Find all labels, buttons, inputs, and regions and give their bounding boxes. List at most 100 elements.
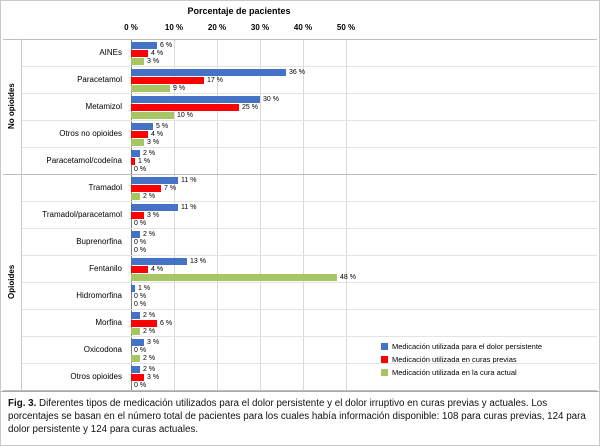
bar-value-label: 30 % [263,96,279,103]
bar-value-label: 0 % [134,293,147,300]
category-label: Paracetamol [77,74,122,84]
bar [131,258,187,265]
legend-swatch [381,356,388,363]
bar-value-label: 0 % [134,382,147,389]
bar [131,77,204,84]
legend-label: Medicación utilizada en la cura actual [392,368,517,377]
bar [131,328,140,335]
bar-value-label: 4 % [151,50,164,57]
bar [131,177,178,184]
row-separator [21,309,597,310]
row-separator [21,147,597,148]
bar [131,158,135,165]
bar-value-label: 11 % [181,177,197,184]
bar [131,131,148,138]
category-label: Tramadol/paracetamol [42,209,122,219]
category-label: Tramadol [88,182,123,192]
bar [131,212,144,219]
bar [131,185,161,192]
bar-value-label: 0 % [134,247,147,254]
chart-title: Porcentaje de pacientes [187,6,291,16]
category-label: Buprenorfina [76,236,122,246]
bar [131,285,135,292]
bar [131,231,140,238]
row-separator [3,174,597,175]
bar-value-label: 7 % [164,185,177,192]
bar [131,42,157,49]
bar-value-label: 4 % [151,131,164,138]
bar-value-label: 2 % [143,312,156,319]
bar-value-label: 10 % [177,112,193,119]
x-axis-tick-labels: 0 % 10 % 20 % 30 % 40 % 50 % [1,23,599,35]
bar [131,366,140,373]
x-tick-label: 50 % [336,23,356,32]
group-label: No opioides [7,83,16,130]
bar [131,204,178,211]
bar-value-label: 3 % [147,58,160,65]
caption-text: Diferentes tipos de medicación utilizado… [8,398,586,436]
bar [131,312,140,319]
bar-value-label: 2 % [143,328,156,335]
row-separator [21,282,597,283]
bar [131,355,140,362]
bar-value-label: 0 % [134,347,147,354]
legend-item: Medicación utilizada en la cura actual [381,366,542,379]
bar [131,123,153,130]
bar-value-label: 2 % [143,193,156,200]
bar-value-label: 13 % [190,258,206,265]
gridline [260,39,261,390]
bar-value-label: 0 % [134,166,147,173]
gridline [174,39,175,390]
row-separator [21,228,597,229]
chart-body: Medicación utilizada para el dolor persi… [1,39,599,391]
row-separator [21,363,597,364]
category-label: AINEs [99,47,122,57]
bar-value-label: 2 % [143,231,156,238]
bar-value-label: 3 % [147,212,160,219]
bar-value-label: 0 % [134,301,147,308]
gridline [303,39,304,390]
bar-value-label: 25 % [242,104,258,111]
bar-value-label: 5 % [156,123,169,130]
bar [131,274,337,281]
x-tick-label: 20 % [207,23,227,32]
group-label: Opioides [7,264,16,300]
legend-label: Medicación utilizada para el dolor persi… [392,342,543,351]
bar-chart: Porcentaje de pacientes 0 % 10 % 20 % 30 % 4… [1,1,599,392]
category-label: Metamizol [85,101,122,111]
bar [131,112,174,119]
legend-swatch [381,343,388,350]
bar [131,266,148,273]
row-separator [21,120,597,121]
bar [131,85,170,92]
category-label: Fentanilo [89,263,122,273]
row-separator [3,390,597,391]
category-label: Otros no opioides [59,128,122,138]
bar-value-label: 11 % [181,204,197,211]
bar-value-label: 6 % [160,42,173,49]
bar-value-label: 3 % [147,339,160,346]
bar [131,193,140,200]
bar [131,320,157,327]
row-separator [21,93,597,94]
bar-value-label: 48 % [340,274,356,281]
legend-item: Medicación utilizada en curas previas [381,353,542,366]
x-tick-label: 40 % [293,23,313,32]
category-label: Otros opioides [70,371,122,381]
row-separator [21,201,597,202]
x-tick-label: 0 % [124,23,138,32]
bar [131,58,144,65]
bar-value-label: 0 % [134,220,147,227]
bar-value-label: 36 % [289,69,305,76]
legend: Medicación utilizada para el dolor persi… [379,339,545,380]
figure-caption: Fig. 3. Diferentes tipos de medicación u… [1,392,599,436]
row-separator [21,66,597,67]
row-separator [3,39,597,40]
category-label: Hidromorfina [76,290,122,300]
bar-value-label: 0 % [134,239,147,246]
figure-label: Fig. 3. [8,398,37,409]
bar-value-label: 9 % [173,85,186,92]
legend-item: Medicación utilizada para el dolor persi… [381,340,542,353]
legend-swatch [381,369,388,376]
bar-value-label: 2 % [143,150,156,157]
